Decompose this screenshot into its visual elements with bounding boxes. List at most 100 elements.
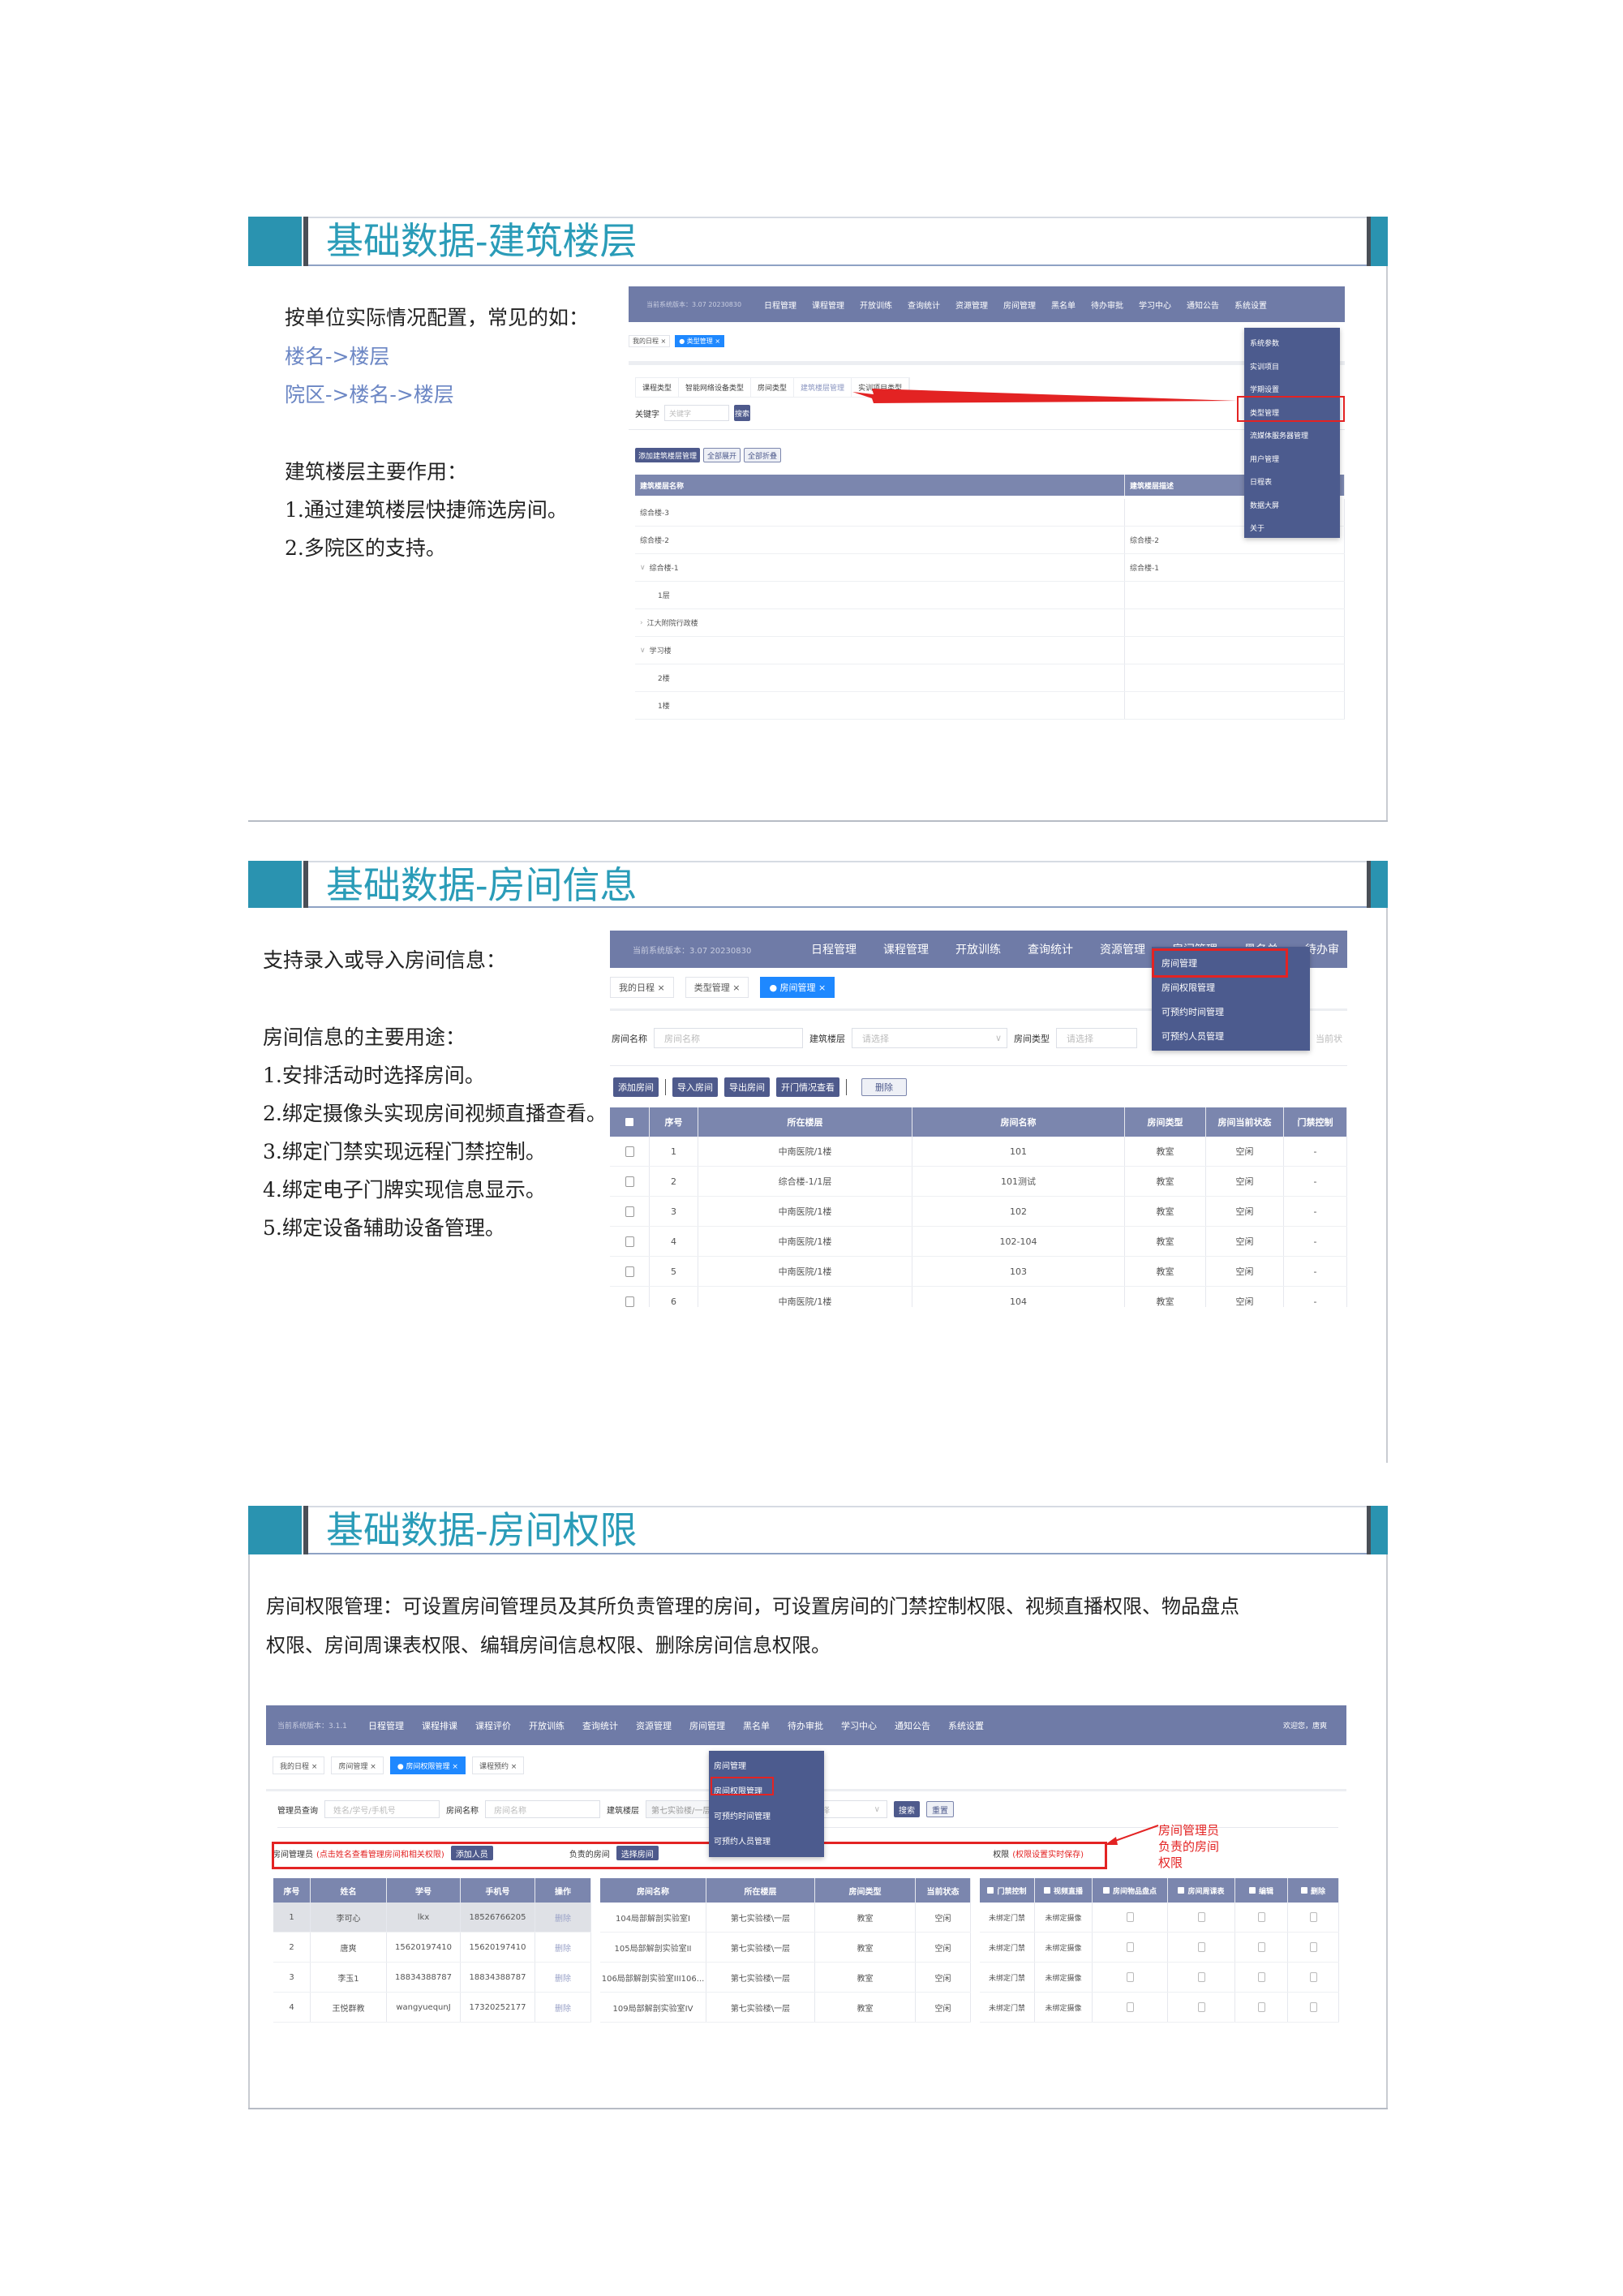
room-name-input[interactable]: 房间名称 [654,1028,803,1048]
nav-item[interactable]: 查询统计 [582,1720,618,1731]
perm-checkbox[interactable] [1197,2002,1205,2012]
table-row[interactable]: 2楼 [635,664,1345,692]
delete-link[interactable]: 删除 [535,1963,591,1992]
nav-item[interactable]: 查询统计 [1028,944,1073,957]
delete-link[interactable]: 删除 [535,1993,591,2022]
table-row[interactable]: 综合楼-2 综合楼-2 [635,527,1345,554]
perm-checkbox[interactable] [1126,1942,1134,1952]
nav-item[interactable]: 课程评价 [475,1720,511,1731]
door-log-button[interactable]: 开门情况查看 [776,1077,839,1097]
nav-item[interactable]: 待办审 [1305,944,1339,957]
nav-item[interactable]: 查询统计 [908,301,940,311]
expand-toggle-icon[interactable]: ∨ [640,563,646,572]
menu-item[interactable]: 用户管理 [1250,455,1280,464]
nav-item[interactable]: 通知公告 [1187,301,1219,311]
menu-item[interactable]: 实训项目 [1250,363,1280,372]
nav-item[interactable]: 系统设置 [948,1720,984,1731]
menu-item[interactable]: 房间权限管理 [1161,982,1215,993]
table-row[interactable]: ∨ 学习楼 [635,637,1345,664]
admin-row[interactable]: 1 李可心 lkx 18526766205 删除 [273,1903,591,1933]
nav-item[interactable]: 课程管理 [883,944,929,957]
keyword-input[interactable]: 关键字 [664,405,729,421]
nav-item[interactable]: 通知公告 [895,1720,930,1731]
table-row[interactable]: 2 综合楼-1/1层 101测试 教室 空闲 - [610,1167,1347,1197]
table-row[interactable]: 1 中南医院/1楼 101 教室 空闲 - [610,1137,1347,1167]
checkbox-icon[interactable] [1248,1887,1256,1894]
perm-checkbox[interactable] [1257,1912,1265,1922]
import-rooms-button[interactable]: 导入房间 [672,1077,718,1097]
menu-item[interactable]: 房间管理 [714,1762,746,1771]
admin-query-input[interactable]: 姓名/学号/手机号 [324,1800,440,1818]
table-row[interactable]: 1楼 [635,692,1345,720]
perm-checkbox[interactable] [1197,1942,1205,1952]
perm-checkbox[interactable] [1257,2002,1265,2012]
checkbox-icon[interactable] [1102,1887,1110,1894]
menu-item[interactable]: 学期设置 [1250,386,1280,394]
table-row[interactable]: 4 中南医院/1楼 102-104 教室 空闲 - [610,1227,1347,1257]
floor-select[interactable]: 请选择 ∨ [852,1028,1007,1048]
table-row[interactable]: › 江大附院行政楼 [635,609,1345,637]
perm-checkbox[interactable] [1126,1972,1134,1982]
menu-item[interactable]: 可预约时间管理 [714,1812,771,1821]
admin-row[interactable]: 3 李玉1 18834388787 18834388787 删除 [273,1963,591,1993]
checkbox-icon[interactable] [1043,1887,1050,1894]
tab[interactable]: ● 类型管理 × [675,335,725,347]
room-row[interactable]: 105局部解剖实验室II 第七实验楼\一层 教室 空闲 [600,1933,971,1963]
room-name-input[interactable]: 房间名称 [485,1800,600,1818]
reset-button[interactable]: 重置 [926,1801,954,1817]
nav-item[interactable]: 系统设置 [1234,301,1267,311]
perm-checkbox[interactable] [1197,1972,1205,1982]
room-row[interactable]: 109局部解剖实验室IV 第七实验楼\一层 教室 空闲 [600,1993,971,2023]
nav-item[interactable]: 房间管理 [1003,301,1036,311]
type-select[interactable]: 请选择 [1056,1028,1137,1048]
row-checkbox[interactable] [625,1296,634,1307]
room-row[interactable]: 106局部解剖实验室III106... 第七实验楼\一层 教室 空闲 [600,1963,971,1993]
nav-item[interactable]: 日程管理 [368,1720,404,1731]
menu-item[interactable]: 房间权限管理 [714,1787,762,1796]
nav-item[interactable]: 学习中心 [841,1720,877,1731]
add-floor-button[interactable]: 添加建筑楼层管理 [635,448,701,462]
nav-item[interactable]: 资源管理 [955,301,988,311]
row-checkbox[interactable] [625,1236,634,1247]
subtab[interactable]: 实训项目类型 [852,378,910,397]
tab[interactable]: ● 房间权限管理 × [389,1756,466,1774]
subtab[interactable]: 房间类型 [751,378,795,397]
nav-item[interactable]: 课程排课 [422,1720,457,1731]
search-button[interactable]: 搜索 [734,405,750,421]
nav-item[interactable]: 日程管理 [764,301,796,311]
checkbox-icon[interactable] [1178,1887,1185,1894]
nav-item[interactable]: 黑名单 [1051,301,1076,311]
row-checkbox[interactable] [625,1206,634,1217]
table-cell[interactable]: 唐爽 [311,1933,387,1962]
perm-checkbox[interactable] [1309,1972,1317,1982]
status-select[interactable]: 当前状 [1316,1033,1342,1044]
perm-checkbox[interactable] [1257,1972,1265,1982]
nav-item[interactable]: 房间管理 [689,1720,725,1731]
add-room-button[interactable]: 添加房间 [613,1077,659,1097]
table-cell[interactable]: 李玉1 [311,1963,387,1992]
table-row[interactable]: 综合楼-3 [635,499,1345,527]
nav-item[interactable]: 开放训练 [860,301,892,311]
room-row[interactable]: 104局部解剖实验室I 第七实验楼\一层 教室 空闲 [600,1903,971,1933]
delete-link[interactable]: 删除 [535,1933,591,1962]
nav-item[interactable]: 开放训练 [529,1720,565,1731]
checkbox-icon[interactable] [1300,1887,1307,1894]
admin-row[interactable]: 4 王悦群教 wangyuequnJ 17320252177 删除 [273,1993,591,2023]
nav-item[interactable]: 开放训练 [955,944,1001,957]
tab[interactable]: 我的日程 × [273,1756,325,1774]
welcome-user[interactable]: 欢迎您，唐爽 [1282,1722,1327,1731]
tab[interactable]: 类型管理 × [685,977,749,998]
table-row[interactable]: 3 中南医院/1楼 102 教室 空闲 - [610,1197,1347,1227]
menu-item[interactable]: 系统参数 [1250,340,1280,348]
nav-item[interactable]: 日程管理 [811,944,857,957]
row-checkbox[interactable] [625,1146,634,1157]
table-row[interactable]: 1层 [635,582,1345,609]
table-row[interactable]: 5 中南医院/1楼 103 教室 空闲 - [610,1257,1347,1287]
table-cell[interactable]: 王悦群教 [311,1993,387,2022]
nav-item[interactable]: 资源管理 [636,1720,672,1731]
table-row[interactable]: ∨ 综合楼-1 综合楼-1 [635,554,1345,582]
tab[interactable]: 我的日程 × [629,335,671,347]
menu-item[interactable]: 可预约人员管理 [1161,1031,1224,1042]
menu-item[interactable]: 关于 [1250,525,1265,533]
select-all-checkbox[interactable] [610,1107,650,1137]
